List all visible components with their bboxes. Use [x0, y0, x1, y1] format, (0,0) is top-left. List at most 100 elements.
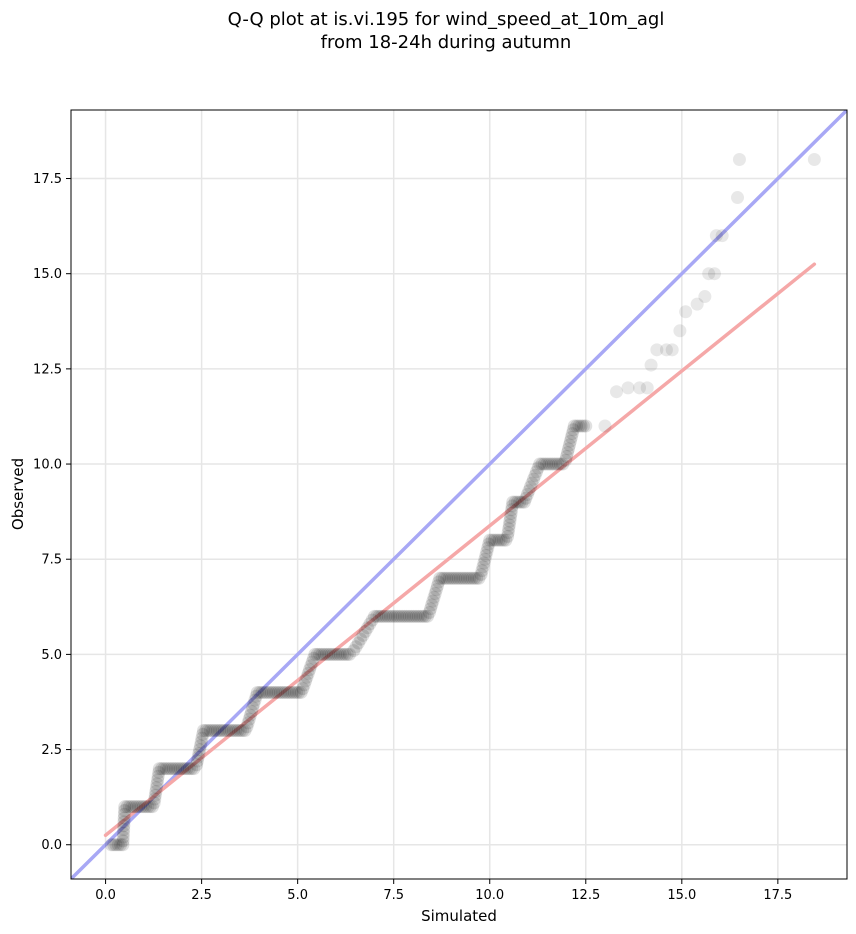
qq-point	[440, 571, 454, 585]
identity-line	[71, 110, 847, 879]
qq-point	[310, 647, 324, 661]
qq-point	[363, 617, 377, 631]
qq-point	[224, 724, 238, 738]
plot-area-frame	[70, 109, 848, 880]
qq-point	[109, 838, 123, 852]
qq-point	[301, 666, 315, 680]
qq-point	[111, 838, 125, 852]
qq-point	[522, 484, 536, 498]
qq-point	[517, 495, 531, 509]
qq-point	[238, 724, 252, 738]
qq-point	[553, 457, 567, 471]
qq-point	[305, 655, 319, 669]
qq-point	[203, 724, 217, 738]
qq-point	[308, 647, 322, 661]
qq-point	[149, 781, 163, 795]
qq-point	[665, 343, 679, 357]
qq-point	[208, 724, 222, 738]
x-axis-label: Simulated	[421, 907, 497, 925]
qq-point	[190, 758, 204, 772]
qq-point	[510, 495, 524, 509]
qq-point	[454, 571, 468, 585]
qq-point	[168, 762, 182, 776]
qq-point	[402, 609, 416, 623]
qq-point	[386, 609, 400, 623]
qq-point	[155, 762, 169, 776]
qq-point	[513, 495, 527, 509]
qq-point	[185, 762, 199, 776]
qq-point	[315, 647, 329, 661]
qq-point	[574, 419, 588, 433]
qq-point	[531, 461, 545, 475]
qq-point	[525, 476, 539, 490]
qq-point	[114, 838, 128, 852]
qq-point	[515, 495, 529, 509]
qq-point	[492, 533, 506, 547]
qq-point	[139, 800, 153, 814]
qq-point	[151, 769, 165, 783]
qq-point	[551, 457, 565, 471]
qq-point	[458, 571, 472, 585]
qq-point	[248, 693, 262, 707]
qq-point	[422, 606, 436, 620]
qq-point	[117, 823, 131, 837]
qq-point	[331, 647, 345, 661]
qq-point	[463, 571, 477, 585]
qq-point	[561, 446, 575, 460]
qq-point	[329, 647, 343, 661]
qq-point	[149, 784, 163, 798]
qq-point	[347, 644, 361, 658]
qq-point	[322, 647, 336, 661]
qq-point	[192, 746, 206, 760]
qq-point	[233, 724, 247, 738]
qq-point	[260, 685, 274, 699]
qq-point	[253, 685, 267, 699]
y-tick-label: 5.0	[41, 648, 62, 663]
qq-point	[732, 152, 746, 166]
qq-point	[479, 548, 493, 562]
qq-point	[276, 685, 290, 699]
qq-point	[690, 297, 704, 311]
qq-point	[296, 682, 310, 696]
qq-point	[117, 811, 131, 825]
qq-point	[397, 609, 411, 623]
qq-point	[354, 632, 368, 646]
qq-point	[447, 571, 461, 585]
qq-point	[104, 838, 118, 852]
qq-point	[148, 792, 162, 806]
qq-point	[197, 724, 211, 738]
qq-point	[501, 526, 515, 540]
qq-point	[304, 659, 318, 673]
qq-point	[426, 594, 440, 608]
qq-point	[242, 712, 256, 726]
qq-point	[563, 434, 577, 448]
qq-point	[487, 533, 501, 547]
qq-point	[194, 735, 208, 749]
qq-point	[201, 724, 215, 738]
qq-point	[152, 762, 166, 776]
qq-point	[481, 541, 495, 555]
qq-point	[391, 609, 405, 623]
qq-point	[303, 663, 317, 677]
qq-point	[136, 800, 150, 814]
qq-point	[409, 609, 423, 623]
qq-point	[374, 609, 388, 623]
qq-point	[527, 472, 541, 486]
qq-point	[570, 419, 584, 433]
qq-point	[116, 826, 130, 840]
qq-point	[367, 609, 381, 623]
qq-point	[145, 800, 159, 814]
qq-point	[118, 803, 132, 817]
qq-point	[229, 724, 243, 738]
qq-point	[338, 647, 352, 661]
qq-point	[429, 583, 443, 597]
qq-point	[414, 609, 428, 623]
qq-point	[480, 545, 494, 559]
qq-point	[193, 739, 207, 753]
x-tick-label: 12.5	[571, 888, 600, 903]
qq-point	[542, 457, 556, 471]
qq-point	[370, 609, 384, 623]
qq-point	[709, 229, 723, 243]
grid-lines	[71, 110, 847, 879]
qq-point	[231, 724, 245, 738]
